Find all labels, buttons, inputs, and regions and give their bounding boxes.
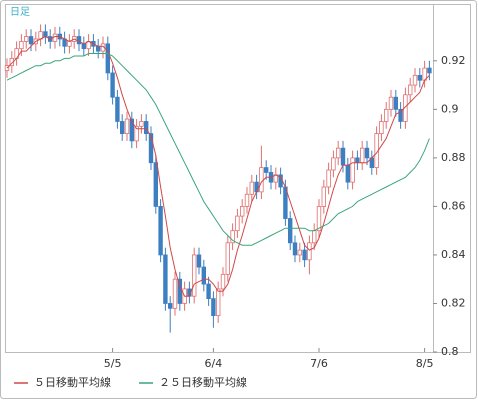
x-tick-label: 7/6: [310, 357, 328, 370]
candle-body: [96, 45, 101, 52]
candle-body: [321, 186, 326, 207]
candle-body: [345, 164, 350, 183]
candle-body: [191, 254, 197, 297]
ma-line: [6, 35, 430, 297]
y-tick-label: 0.86: [441, 199, 466, 212]
x-tick-label: 5/5: [104, 357, 122, 370]
legend-label: ２５日移動平均線: [159, 375, 247, 389]
candle-body: [398, 108, 403, 122]
candle-body: [177, 278, 182, 304]
candle-body: [134, 125, 139, 142]
y-tick-label: 0.92: [441, 54, 466, 67]
candle-body: [311, 230, 317, 244]
candle-body: [235, 215, 240, 232]
candle-body: [350, 157, 355, 183]
candle-body: [76, 36, 82, 45]
candle-body: [417, 74, 422, 81]
legend: ５日移動平均線 ２５日移動平均線: [14, 375, 247, 389]
candle-body: [412, 74, 418, 86]
candle-body: [148, 133, 154, 164]
candle-body: [115, 96, 120, 122]
candle-body: [158, 206, 163, 256]
candle-body: [110, 72, 115, 98]
candle-body: [215, 288, 221, 317]
candle-body: [364, 147, 370, 159]
candle-body: [393, 96, 398, 110]
candle-body: [143, 121, 149, 135]
candle-body: [206, 283, 211, 300]
candle-body: [105, 43, 110, 74]
candle-body: [254, 181, 259, 193]
period-label: 日足: [10, 6, 30, 18]
candle-body: [67, 40, 72, 47]
candle-body: [211, 298, 216, 317]
plot-frame: [5, 4, 471, 353]
candle-body: [297, 249, 302, 256]
y-tick-label: 0.84: [441, 248, 466, 261]
candle-body: [167, 303, 173, 309]
candle-body: [326, 169, 331, 188]
candle-body: [292, 242, 298, 256]
candle-body: [316, 206, 322, 232]
x-tick-label: 6/4: [205, 357, 223, 370]
candle-body: [201, 266, 206, 285]
candle-body: [331, 157, 336, 171]
legend-label: ５日移動平均線: [34, 375, 111, 389]
candle-body: [120, 121, 125, 135]
y-tick-label: 0.82: [441, 296, 466, 309]
y-tick-label: 0.8: [441, 345, 459, 358]
candle-body: [225, 242, 230, 275]
candle-body: [379, 121, 384, 135]
candle-body: [124, 118, 130, 135]
candle-body: [302, 249, 307, 261]
candle-body: [383, 108, 389, 122]
ma-line: [6, 53, 430, 246]
candle-body: [239, 206, 245, 217]
x-tick-label: 8/5: [416, 357, 434, 370]
candle-body: [81, 43, 86, 50]
candle-body: [139, 121, 144, 127]
candle-body: [28, 36, 34, 45]
candle-body: [172, 278, 178, 309]
y-tick-label: 0.88: [441, 151, 466, 164]
candle-body: [307, 242, 312, 261]
candle-body: [52, 33, 58, 42]
candle-body: [220, 273, 226, 290]
candle-body: [287, 218, 293, 244]
candle-body: [19, 40, 24, 50]
candle-body: [263, 167, 269, 173]
candle-body: [129, 118, 134, 142]
candle-body: [163, 254, 168, 304]
candle-body: [244, 193, 250, 207]
candle-body: [249, 181, 254, 195]
candle-body: [388, 96, 394, 110]
candle-body: [153, 162, 158, 207]
candle-body: [230, 230, 235, 244]
candle-body: [407, 84, 413, 96]
y-tick-label: 0.9: [441, 102, 459, 115]
candle-body: [355, 157, 360, 164]
candle-body: [359, 147, 365, 164]
candle-body: [23, 36, 29, 42]
candle-body: [43, 31, 48, 37]
candle-body: [340, 147, 346, 166]
candle-body: [427, 67, 432, 74]
candle-body: [196, 254, 202, 268]
candle-body: [259, 167, 264, 193]
candle-body: [335, 147, 341, 159]
